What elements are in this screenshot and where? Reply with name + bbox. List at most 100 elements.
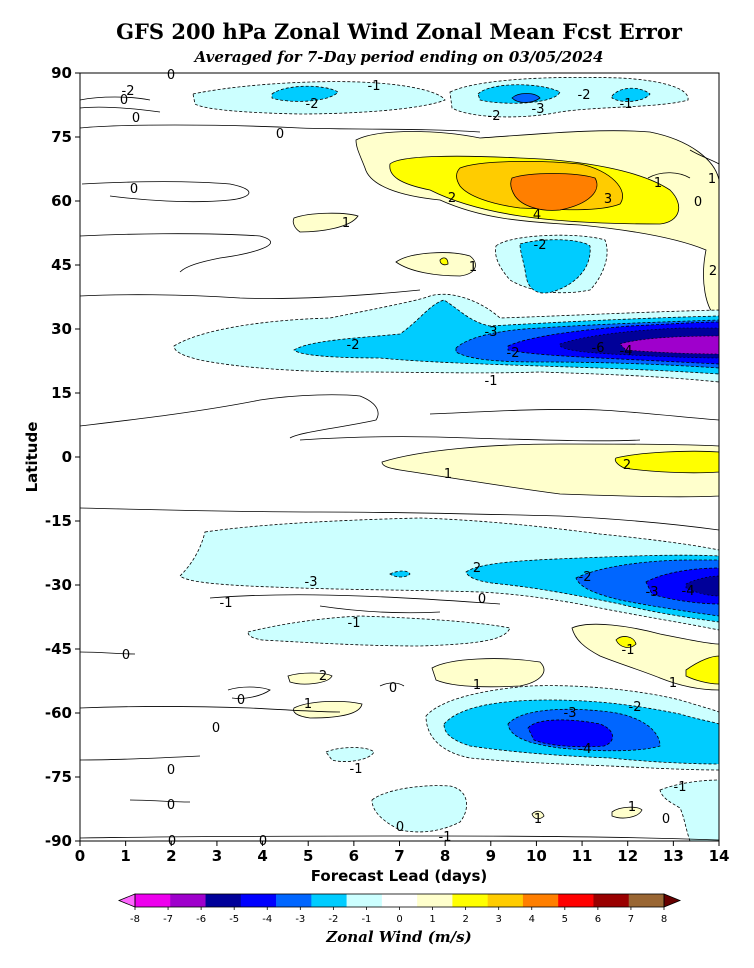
contour-fill-sh-small-m2 (389, 570, 411, 578)
y-tick-label: -15 (45, 512, 72, 530)
contour-label: -3 (485, 325, 498, 340)
colorbar-tick-label: 0 (396, 914, 402, 925)
contour-label: -1 (368, 79, 381, 94)
contour-fill-nh-45-p1 (395, 252, 476, 277)
contour-label: -2 (629, 700, 642, 715)
contour-label: 0 (276, 127, 284, 142)
colorbar-tick-label: -7 (163, 914, 173, 925)
contour-fill-nh-sub-m6 (619, 335, 719, 355)
contour-label: -6 (592, 341, 605, 356)
contour-fill-sh-52-small1 (287, 672, 333, 685)
contour-fill-eq-p2 (614, 450, 719, 474)
contour-label: -3 (646, 585, 659, 600)
contour-label: -2 (507, 346, 520, 361)
contour-field (80, 73, 719, 841)
contour-label: 1 (342, 216, 350, 231)
contour-label: -2 (578, 88, 591, 103)
colorbar-tick-label: 8 (661, 914, 667, 925)
contour-fill-sh-52-p1 (431, 658, 545, 688)
contour-label: 2 (319, 669, 327, 684)
x-tick-label: 0 (75, 847, 85, 865)
contour-label: -2 (488, 109, 501, 124)
contour-fill-nh-polar-m2c (611, 87, 651, 102)
contour-label: 0 (167, 798, 175, 813)
y-tick-label: 0 (62, 448, 72, 466)
x-tick-label: 10 (526, 847, 547, 865)
contour-fill-sh-polar-p1 (611, 806, 643, 819)
contour-label: -3 (532, 102, 545, 117)
colorbar-label: Zonal Wind (m/s) (325, 928, 471, 946)
colorbar-swatch (558, 894, 594, 907)
x-tick-label: 13 (663, 847, 684, 865)
colorbar-tick-label: 6 (595, 914, 601, 925)
y-tick-label: 15 (51, 384, 72, 402)
contour-label: -1 (485, 374, 498, 389)
colorbar-swatch (381, 894, 418, 907)
contour-label: -4 (620, 344, 633, 359)
contour-fill-sh-75-m1 (325, 747, 375, 762)
contour-label: 0 (389, 681, 397, 696)
contour-label: -2 (347, 338, 360, 353)
contour-label: -1 (348, 616, 361, 631)
contour-label: 1 (708, 172, 716, 187)
contour-label: 4 (533, 208, 541, 223)
y-tick-label: -30 (45, 576, 72, 594)
x-tick-label: 4 (257, 847, 267, 865)
contour-fill-sh-45-m1 (247, 615, 511, 647)
x-tick-label: 2 (166, 847, 176, 865)
contour-label: 1 (654, 176, 662, 191)
contour-label: -3 (564, 706, 577, 721)
contour-fill-nh-mid-smallp1 (292, 212, 359, 233)
colorbar-tick-label: -5 (229, 914, 239, 925)
zero-contours (80, 96, 719, 841)
y-tick-label: 60 (51, 192, 72, 210)
contour-fill-sh-45-p2a (615, 636, 637, 648)
contour-fill-sh-sub-m4 (645, 567, 719, 605)
chart-subtitle: Averaged for 7-Day period ending on 03/0… (193, 48, 604, 66)
contour-label: -2 (122, 84, 135, 99)
contour-label: -2 (579, 570, 592, 585)
contour-label: -1 (674, 780, 687, 795)
colorbar-swatch (276, 894, 312, 907)
y-tick-label: -90 (45, 832, 72, 850)
colorbar-swatch (628, 894, 665, 907)
contour-label: 0 (167, 68, 175, 83)
colorbar-over-arrow (663, 893, 682, 908)
contour-label: 0 (478, 592, 486, 607)
x-tick-label: 1 (120, 847, 130, 865)
x-tick-label: 7 (394, 847, 404, 865)
y-tick-label: -75 (45, 768, 72, 786)
contour-label: 0 (130, 182, 138, 197)
x-tick-label: 6 (349, 847, 359, 865)
x-tick-label: 9 (486, 847, 496, 865)
colorbar-swatch (205, 894, 242, 907)
x-axis-label: Forecast Lead (days) (311, 867, 487, 885)
contour-fill-sh-mid-m4 (527, 719, 613, 748)
contour-label: -4 (682, 584, 695, 599)
colorbar-tick-label: -3 (295, 914, 305, 925)
contour-label: 1 (473, 678, 481, 693)
contour-label: 1 (469, 260, 477, 275)
x-tick-label: 14 (709, 847, 730, 865)
x-tick-label: 3 (212, 847, 222, 865)
colorbar-tick-label: -2 (328, 914, 338, 925)
contour-fill-sh-polar-p1b (531, 810, 545, 820)
contour-label: -1 (620, 97, 633, 112)
x-axis: 0 1 2 3 4 5 6 7 8 9 10 11 12 13 14 (75, 841, 730, 865)
x-tick-label: 11 (572, 847, 593, 865)
contour-label: 1 (534, 812, 542, 827)
contour-label: 0 (396, 820, 404, 835)
contour-fill-sh-sub-m5 (685, 575, 719, 597)
contour-label: 0 (662, 812, 670, 827)
y-tick-label: -60 (45, 704, 72, 722)
colorbar-tick-label: 4 (529, 914, 535, 925)
y-tick-label: -45 (45, 640, 72, 658)
colorbar-tick-label: -1 (361, 914, 371, 925)
contour-label: 0 (122, 648, 130, 663)
contour-fill-sh-polar-m1b (659, 779, 719, 841)
chart-title: GFS 200 hPa Zonal Wind Zonal Mean Fcst E… (116, 19, 683, 44)
x-tick-label: 12 (617, 847, 638, 865)
colorbar-tick-label: 5 (562, 914, 568, 925)
y-tick-label: 90 (51, 64, 72, 82)
y-axis-label: Latitude (23, 422, 41, 493)
